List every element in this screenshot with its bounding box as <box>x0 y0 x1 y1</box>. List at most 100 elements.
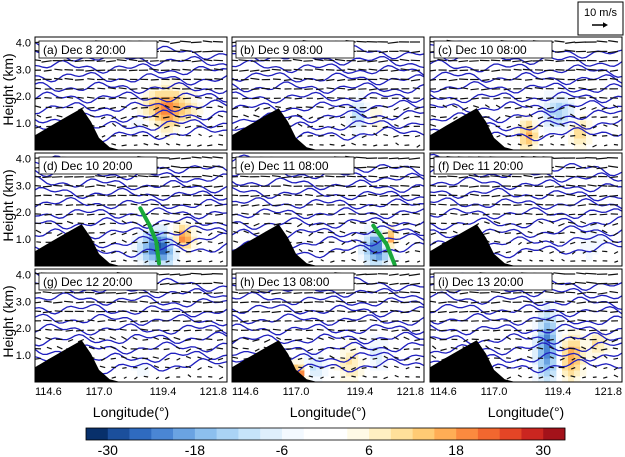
wind-vector <box>327 328 335 331</box>
wind-vector <box>568 347 576 350</box>
wind-vector <box>512 78 522 81</box>
wind-vector <box>308 260 314 263</box>
wind-vector <box>282 292 292 294</box>
wind-vector <box>240 175 249 178</box>
wind-vector <box>191 60 202 63</box>
wind-vector <box>400 68 410 71</box>
anomaly-cell <box>352 358 359 365</box>
wind-vector <box>350 116 356 118</box>
wind-vector <box>260 291 271 294</box>
anomaly-cell <box>592 352 599 359</box>
contour-line <box>430 71 622 86</box>
panel-label-box <box>235 272 355 291</box>
wind-vector <box>100 116 106 120</box>
wind-vector <box>200 273 213 276</box>
wind-vector <box>176 241 181 245</box>
wind-vector <box>346 175 356 178</box>
wind-vector <box>160 204 170 206</box>
anomaly-cell <box>137 230 144 237</box>
wind-vector <box>450 97 458 100</box>
wind-vector <box>612 123 619 127</box>
wind-vector <box>383 345 389 350</box>
wind-vector <box>76 194 84 197</box>
wind-vector <box>153 222 159 226</box>
wind-vector <box>393 241 399 244</box>
wind-vector <box>340 133 346 137</box>
wind-vector <box>232 106 239 110</box>
wind-vector <box>544 69 554 72</box>
wind-vector <box>460 213 469 216</box>
anomaly-cell <box>580 370 587 377</box>
anomaly-cell <box>298 358 305 365</box>
wind-vector <box>240 204 249 207</box>
colorbar-tick-label: 30 <box>535 442 551 457</box>
wind-vector <box>122 125 127 127</box>
wind-vector <box>470 88 479 91</box>
wind-vector <box>173 96 181 99</box>
colorbar-segment <box>260 428 283 440</box>
wind-vector <box>448 291 458 294</box>
wind-vector <box>582 367 587 371</box>
wind-vector <box>144 260 149 264</box>
wind-vector <box>609 69 619 72</box>
wind-vector <box>180 290 191 294</box>
contour-line <box>430 341 622 356</box>
wind-vector <box>64 184 74 187</box>
wind-vector <box>577 194 586 198</box>
wind-vector <box>414 115 421 118</box>
wind-vector <box>574 281 586 284</box>
wind-vector <box>186 241 191 244</box>
wind-vector <box>570 241 576 245</box>
wind-vector <box>216 347 224 350</box>
contour-line <box>232 217 424 230</box>
wind-vector <box>522 68 533 71</box>
wind-vector <box>538 376 544 379</box>
y-tick-label: 2.0 <box>16 323 31 335</box>
wind-vector <box>316 328 324 331</box>
anomaly-cell <box>155 96 162 103</box>
wind-vector <box>550 143 555 146</box>
wind-vector <box>182 300 191 303</box>
wind-vector <box>339 347 346 350</box>
wind-vector <box>448 87 458 90</box>
wind-vector <box>296 241 303 244</box>
anomaly-cell <box>179 218 186 225</box>
wind-vector <box>260 175 271 178</box>
panel-label: (e) Dec 11 08:00 <box>240 159 329 173</box>
wind-vector <box>149 60 159 62</box>
wind-vector <box>142 338 149 341</box>
wind-vector <box>242 347 249 350</box>
wind-vector <box>416 144 421 148</box>
wind-vector <box>325 175 335 178</box>
wind-vector <box>306 240 313 243</box>
wind-vector <box>172 87 181 90</box>
contour-line <box>430 207 622 220</box>
anomaly-cell <box>137 126 144 133</box>
wind-vector <box>63 59 74 62</box>
panel: (f) Dec 11 20:00 <box>429 152 623 267</box>
wind-vector <box>346 185 356 188</box>
wind-vector <box>161 87 170 90</box>
wind-vector <box>512 60 522 63</box>
anomaly-cell <box>322 370 329 377</box>
terrain <box>35 224 121 266</box>
wind-vector <box>87 87 95 90</box>
wind-vector <box>176 133 181 137</box>
wind-vector <box>324 300 335 303</box>
terrain <box>232 108 318 150</box>
contour-line <box>35 196 227 210</box>
wind-vector <box>35 336 42 341</box>
wind-vector <box>431 241 437 245</box>
wind-vector <box>558 232 565 235</box>
wind-vector <box>347 320 356 323</box>
wind-vector <box>358 320 367 322</box>
anomaly-cell <box>161 242 168 249</box>
wind-vector <box>132 250 138 253</box>
wind-vector <box>272 78 281 81</box>
wind-vector <box>168 157 181 160</box>
anomaly-cell <box>598 236 605 243</box>
wind-vector <box>611 338 619 343</box>
